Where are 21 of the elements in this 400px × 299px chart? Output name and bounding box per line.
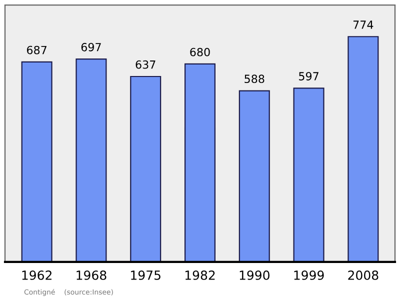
data-label: 774	[353, 20, 374, 29]
data-label: 680	[190, 48, 210, 56]
bar	[293, 88, 324, 262]
x-tick-label: 2008	[348, 270, 378, 280]
x-tick-label: 1990	[240, 270, 270, 280]
x-tick-label: 1968	[76, 270, 106, 280]
bar	[238, 90, 270, 262]
bar	[130, 76, 162, 262]
bar	[76, 58, 107, 262]
bar	[184, 63, 216, 262]
bar	[21, 61, 52, 262]
bar	[348, 36, 379, 262]
data-label: 637	[136, 60, 156, 69]
data-label: 687	[26, 46, 46, 54]
x-tick-label: 1999	[294, 270, 324, 280]
x-tick-label: 1962	[22, 270, 52, 280]
x-tick-label: 1975	[131, 270, 160, 280]
x-tick-label: 1982	[185, 270, 215, 280]
data-label: 697	[81, 42, 101, 52]
data-label: 588	[244, 74, 264, 84]
data-label: 597	[299, 72, 318, 80]
